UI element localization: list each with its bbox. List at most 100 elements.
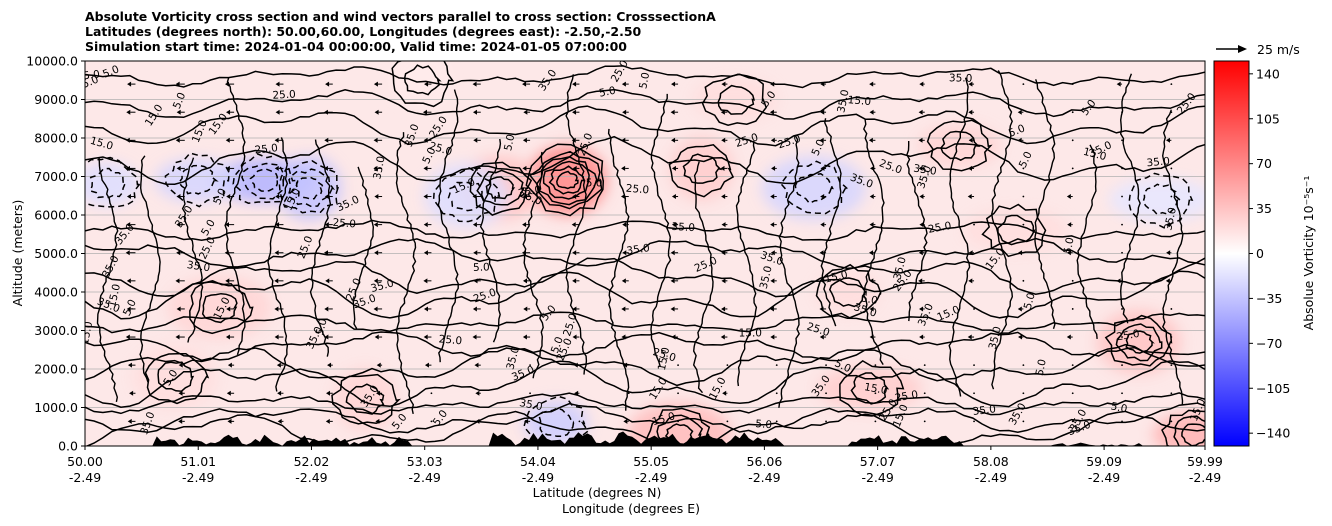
wind-vector	[126, 109, 131, 115]
wind-vector	[919, 306, 924, 312]
wind-vector	[373, 165, 378, 171]
wind-vector	[522, 81, 527, 87]
wind-vector	[1170, 83, 1173, 85]
y-tick-label: 4000.0	[34, 285, 78, 300]
contour-label: 5.0	[1034, 358, 1049, 377]
wind-vector	[973, 223, 975, 226]
contour-line	[1119, 73, 1141, 324]
contour-line	[479, 138, 502, 343]
wind-vector	[1022, 420, 1025, 423]
colorbar: 140 105 70 35 0 −35 −70 −105 −140 Absolue Vortic…	[1213, 60, 1316, 447]
contour-label: 15.0	[79, 320, 95, 345]
contour-line	[85, 88, 1205, 120]
wind-vector	[524, 418, 529, 424]
wind-vector	[472, 222, 477, 228]
y-axis-label: Altitude (meters)	[10, 200, 25, 307]
wind-vector	[1170, 420, 1173, 423]
wind-vector	[225, 137, 230, 143]
wind-vector	[521, 250, 526, 256]
wind-vector	[324, 306, 329, 312]
wind-vector	[572, 334, 577, 340]
colorbar-tick-label: 0	[1256, 246, 1264, 261]
wind-vector	[869, 81, 874, 87]
contour-label: 15.0	[739, 328, 762, 340]
wind-vector	[127, 81, 132, 87]
wind-vector	[125, 165, 130, 171]
contour-label: 5.0	[860, 292, 879, 307]
contour-label: 5.0	[598, 85, 617, 100]
wind-vector	[423, 306, 428, 312]
wind-vector	[571, 137, 576, 143]
wind-vector	[919, 81, 924, 87]
wind-vector	[375, 418, 380, 424]
contour-line	[403, 64, 442, 96]
wind-vector	[1067, 222, 1072, 228]
vorticity-feature	[333, 367, 398, 432]
wind-vector	[622, 109, 627, 115]
wind-vector	[1022, 167, 1025, 170]
wind-vector	[770, 250, 775, 256]
wind-vector	[623, 418, 628, 424]
wind-vector	[1121, 364, 1123, 367]
x-tick-label-lon: -2.49	[635, 470, 667, 485]
wind-vector	[175, 81, 180, 87]
wind-vector	[775, 364, 778, 367]
contour-line	[485, 176, 516, 200]
wind-vector	[819, 306, 824, 312]
wind-vector	[522, 165, 527, 171]
wind-vector	[771, 165, 776, 171]
contour-label: 25.0	[332, 217, 356, 231]
vorticity-feature	[523, 400, 588, 445]
wind-vector	[671, 334, 676, 340]
wind-vector	[721, 250, 726, 256]
wind-vector	[571, 222, 576, 228]
wind-vector	[325, 81, 330, 87]
wind-vector	[721, 194, 726, 200]
contour-line	[432, 167, 501, 223]
wind-vector	[323, 165, 328, 171]
contour-line	[85, 219, 1205, 242]
contour-line	[85, 402, 1205, 435]
contour-line	[1173, 415, 1205, 446]
contour-line	[692, 161, 714, 394]
wind-vector	[572, 194, 577, 200]
wind-vector	[968, 81, 973, 87]
contour-line	[278, 160, 340, 214]
wind-vector	[1017, 137, 1022, 143]
vorticity-feature	[669, 136, 734, 201]
wind-vector	[1022, 364, 1025, 367]
contour-line	[940, 130, 981, 161]
wind-vector	[522, 137, 527, 143]
wind-vector	[274, 165, 279, 171]
chart-title-line-3: Simulation start time: 2024-01-04 00:00:…	[85, 39, 627, 54]
wind-vector	[522, 222, 527, 228]
colorbar-ticks: 140 105 70 35 0 −35 −70 −105 −140	[1249, 66, 1290, 441]
wind-vector	[726, 420, 729, 423]
wind-vector	[720, 334, 725, 340]
wind-vector	[275, 81, 280, 87]
wind-vector	[275, 222, 280, 228]
wind-vector	[819, 137, 824, 143]
wind-vector	[775, 392, 778, 395]
wind-vector	[324, 137, 329, 143]
x-tick-label-lat: 53.03	[407, 454, 443, 469]
wind-vector	[424, 81, 429, 87]
y-tick-label: 9000.0	[34, 92, 78, 107]
wind-vector	[968, 109, 973, 115]
wind-vector	[869, 250, 874, 256]
wind-vector	[918, 250, 923, 256]
wind-vector	[1269, 83, 1271, 85]
wind-vector	[224, 222, 229, 228]
wind-vector	[376, 362, 381, 368]
contour-label: 35.0	[972, 403, 997, 418]
wind-vector	[621, 194, 626, 200]
wind-vector	[522, 278, 527, 284]
contour-label: 15.0	[823, 269, 848, 286]
wind-vector	[1022, 195, 1025, 198]
x-tick-label-lat: 50.00	[67, 454, 103, 469]
wind-vector	[1269, 280, 1271, 282]
contour-label: 35.0	[949, 72, 973, 84]
wind-vector	[770, 222, 775, 228]
wind-vector	[1071, 308, 1074, 310]
wind-vector	[769, 109, 774, 115]
